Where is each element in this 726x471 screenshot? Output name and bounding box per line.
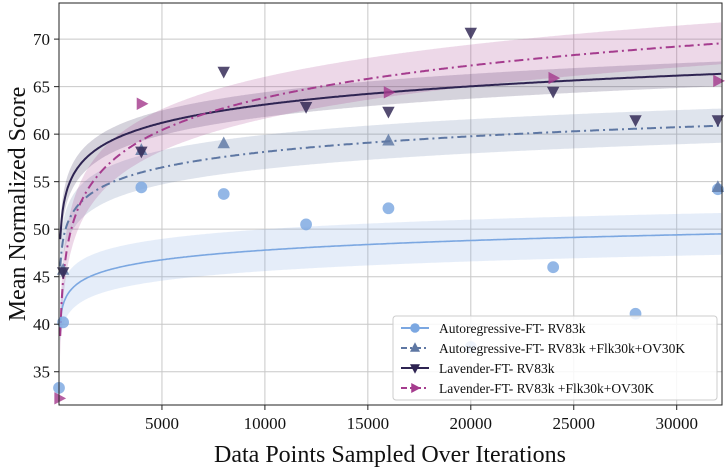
- legend-marker: [411, 383, 421, 393]
- data-point: [217, 66, 230, 79]
- data-point: [299, 101, 313, 114]
- x-axis-title: Data Points Sampled Over Iterations: [214, 442, 566, 468]
- data-point: [629, 115, 642, 128]
- data-point: [56, 267, 70, 280]
- data-point: [54, 392, 67, 405]
- confidence-bands: [60, 22, 722, 357]
- y-tick-label: 60: [33, 125, 50, 144]
- y-tick-label: 40: [33, 315, 50, 334]
- data-point: [217, 136, 230, 149]
- data-point: [382, 106, 395, 119]
- data-point: [135, 146, 148, 159]
- data-point: [217, 188, 230, 200]
- legend-marker: [410, 342, 420, 352]
- x-tick-label: 25000: [553, 414, 596, 433]
- data-point: [711, 115, 725, 128]
- data-point: [548, 71, 561, 85]
- data-point: [711, 180, 725, 193]
- data-point: [464, 27, 478, 40]
- y-axis-ticks: 35 40 45 50 55 60 65 70: [33, 30, 59, 382]
- confidence-band: [60, 22, 722, 357]
- legend-label: Lavender-FT- RV83k: [439, 361, 555, 376]
- confidence-band: [60, 213, 722, 343]
- x-tick-label: 30000: [655, 414, 698, 433]
- grid: [59, 3, 722, 405]
- x-tick-label: 10000: [244, 414, 287, 433]
- x-tick-label: 15000: [347, 414, 390, 433]
- y-tick-label: 45: [33, 268, 50, 287]
- y-axis-title: Mean Normalized Score: [5, 87, 31, 322]
- legend-label: Lavender-FT- RV83k +Flk30k+OV30K: [439, 381, 654, 396]
- fit-line: [59, 233, 722, 322]
- confidence-band: [60, 108, 722, 284]
- plot-frame: [58, 2, 723, 406]
- confidence-band: [60, 61, 722, 252]
- data-point: [57, 316, 70, 329]
- x-axis-ticks: 5000 10000 15000 20000 25000 30000: [145, 405, 698, 433]
- x-tick-label: 20000: [450, 414, 493, 433]
- data-points: [53, 27, 726, 405]
- legend-box: [392, 315, 718, 401]
- x-tick-label: 5000: [145, 414, 179, 433]
- legend: Autoregressive-FT- RV83k Autoregressive-F…: [392, 315, 718, 401]
- data-point: [382, 202, 395, 215]
- y-tick-label: 35: [33, 363, 50, 382]
- data-point: [135, 181, 148, 194]
- fit-line: [59, 124, 722, 267]
- legend-marker: [410, 364, 420, 374]
- y-tick-label: 55: [33, 173, 50, 192]
- y-tick-label: 65: [33, 78, 50, 97]
- data-point: [136, 97, 149, 110]
- data-point: [713, 74, 726, 88]
- y-tick-label: 50: [33, 220, 50, 239]
- data-point: [546, 86, 560, 99]
- data-point: [382, 133, 395, 146]
- legend-label: Autoregressive-FT- RV83k: [439, 321, 586, 336]
- data-point: [547, 261, 560, 274]
- data-point: [300, 218, 312, 231]
- legend-label: Autoregressive-FT- RV83k +Flk30k+OV30K: [439, 341, 685, 356]
- legend-marker: [410, 323, 420, 333]
- y-tick-label: 70: [33, 30, 50, 49]
- data-point: [383, 86, 396, 99]
- fit-line: [59, 42, 722, 337]
